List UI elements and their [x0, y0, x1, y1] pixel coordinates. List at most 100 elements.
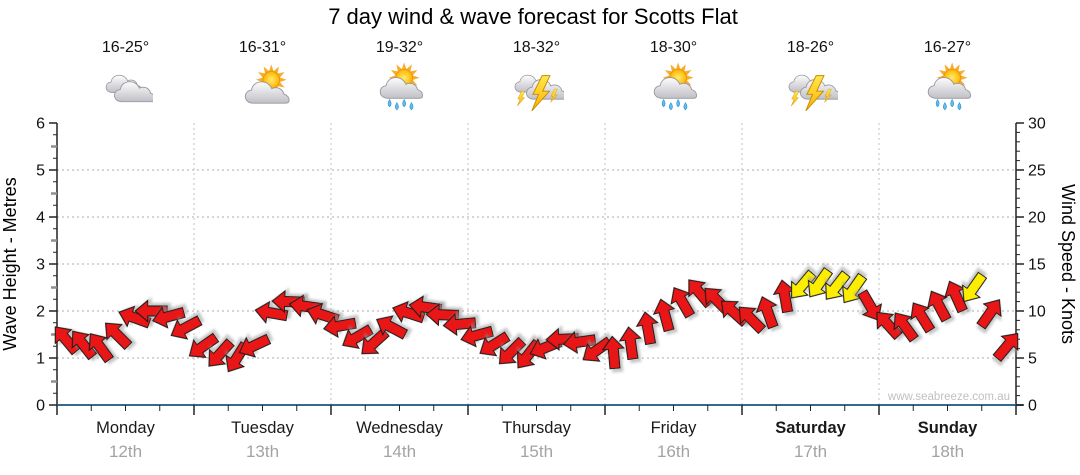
right-tick-label: 25 — [1028, 163, 1046, 180]
day-headers: 16-25° 16-31° 19-32° 18-32° 18-30° 18-26° 16-2… — [0, 0, 1080, 120]
raindrop — [387, 98, 391, 108]
right-tick-label: 30 — [1028, 116, 1046, 133]
wind-arrow — [635, 311, 659, 346]
left-tick-label: 4 — [36, 210, 45, 227]
left-tick-label: 0 — [36, 398, 45, 415]
sun-showers-icon — [373, 61, 427, 111]
raindrop — [668, 102, 673, 111]
cloud-shape — [244, 81, 290, 104]
lightning-bolt — [823, 88, 832, 103]
axes: 0 1 2 3 4 5 6 0 5 10 15 20 25 30 Wave Height - Metres W… — [0, 116, 1078, 415]
wind-arrow — [961, 271, 988, 303]
right-tick-label: 5 — [1028, 351, 1037, 368]
day-temp-range: 18-32° — [512, 39, 561, 56]
wind-arrow — [152, 306, 186, 329]
day-labels: Monday 12th Tuesday 13th Wednesday 14th Thursd… — [96, 419, 978, 461]
right-axis-title: Wind Speed - Knots — [1058, 184, 1078, 344]
wind-arrow — [323, 315, 357, 339]
day-name-label: Monday — [96, 419, 155, 437]
left-tick-label: 3 — [36, 257, 45, 274]
day-header-saturday: 18-26° — [742, 38, 879, 120]
wind-arrow — [104, 322, 133, 351]
left-tick-label: 6 — [36, 116, 45, 133]
chart-title: 7 day wind & wave forecast for Scotts Fl… — [328, 4, 738, 29]
day-header-wednesday: 19-32° — [331, 38, 468, 120]
cloud-shape — [927, 77, 971, 99]
right-tick-label: 0 — [1028, 398, 1037, 415]
wind-arrow — [738, 306, 767, 335]
day-name-label: Tuesday — [231, 419, 294, 437]
wind-arrow — [652, 298, 676, 333]
raindrop — [957, 102, 961, 111]
sun-showers-icon — [647, 61, 701, 111]
left-tick-label: 2 — [36, 304, 45, 321]
day-date-label: 12th — [109, 442, 142, 461]
wind-arrow — [976, 299, 1002, 330]
partly-cloudy-icon — [236, 61, 290, 111]
day-temp-range: 18-30° — [649, 39, 698, 56]
raindrop — [661, 98, 665, 108]
wind-arrow — [857, 289, 882, 321]
right-tick-label: 10 — [1028, 304, 1046, 321]
day-temp-range: 16-31° — [238, 39, 287, 56]
wind-arrow — [807, 266, 834, 298]
gridlines — [57, 123, 1016, 405]
day-temp-range: 19-32° — [375, 39, 424, 56]
raindrop — [394, 102, 399, 111]
wind-arrow — [562, 330, 597, 354]
day-name-label: Sunday — [918, 419, 978, 437]
wind-arrow — [54, 326, 81, 356]
wind-arrow — [342, 324, 374, 349]
raindrop — [675, 98, 680, 108]
wind-arrow — [254, 300, 289, 324]
raindrop — [949, 98, 954, 108]
left-axis-title: Wave Height - Metres — [0, 177, 20, 350]
day-temp-range: 16-27° — [923, 39, 972, 56]
day-name-label: Wednesday — [356, 419, 444, 437]
sun-showers-icon — [921, 61, 975, 111]
cloudy-icon — [99, 61, 156, 111]
day-date-label: 18th — [931, 442, 964, 461]
day-header-thursday: 18-32° — [468, 38, 605, 120]
wind-arrow — [188, 332, 220, 358]
day-header-tuesday: 16-31° — [194, 38, 331, 120]
wind-arrow — [392, 300, 426, 324]
wind-arrow — [910, 302, 936, 334]
left-tick-label: 5 — [36, 163, 45, 180]
raindrop — [401, 98, 406, 108]
wind-arrow — [134, 299, 168, 323]
wind-arrow — [118, 305, 152, 329]
day-date-label: 14th — [383, 442, 416, 461]
day-date-label: 15th — [520, 442, 553, 461]
day-temp-range: 16-25° — [101, 39, 150, 56]
lightning-bolt — [549, 88, 558, 103]
wind-arrow — [361, 327, 390, 355]
wind-arrow — [755, 296, 779, 330]
wind-arrow — [876, 311, 903, 341]
lightning-bolt — [804, 75, 825, 112]
wind-arrow — [479, 331, 511, 357]
day-header-monday: 16-25° — [57, 38, 194, 120]
wind-arrow — [498, 336, 527, 365]
raindrop — [942, 102, 947, 111]
day-date-label: 17th — [794, 442, 827, 461]
wind-arrow — [791, 269, 817, 299]
day-name-label: Friday — [651, 419, 698, 437]
day-header-sunday: 16-27° — [879, 38, 1016, 120]
wind-arrow — [71, 330, 98, 361]
wind-arrow — [825, 270, 851, 300]
raindrop — [935, 98, 939, 108]
left-tick-label: 1 — [36, 351, 45, 368]
raindrop — [683, 102, 687, 111]
right-tick-label: 15 — [1028, 257, 1046, 274]
watermark: www.seabreeze.com.au — [887, 391, 1010, 403]
wind-arrow — [376, 315, 409, 340]
wind-arrow — [601, 335, 625, 370]
day-date-label: 16th — [657, 442, 690, 461]
lightning-bolt — [530, 75, 551, 112]
day-header-friday: 18-30° — [605, 38, 742, 120]
lightning-bolt — [790, 90, 799, 107]
day-date-label: 13th — [246, 442, 279, 461]
